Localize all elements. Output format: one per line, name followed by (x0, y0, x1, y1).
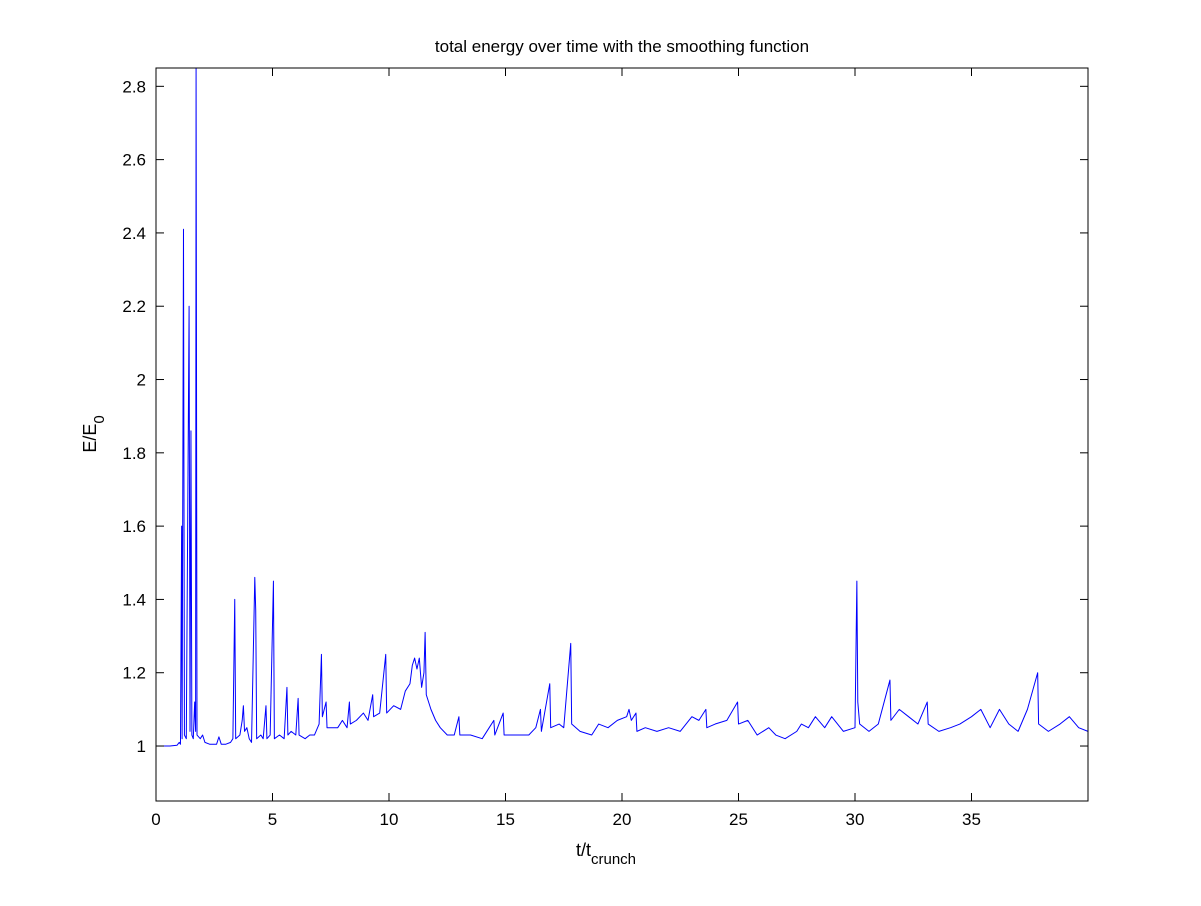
x-axis-label: t/tcrunch (576, 840, 636, 868)
y-tick-label: 2 (137, 371, 146, 390)
x-tick-label: 30 (846, 810, 865, 829)
y-tick-label: 1.8 (122, 444, 146, 463)
x-tick-label: 0 (151, 810, 160, 829)
y-tick-label: 1.4 (122, 590, 146, 609)
y-tick-label: 2.8 (122, 77, 146, 96)
y-axis-label-sub: 0 (91, 415, 108, 423)
y-tick-label: 1 (137, 737, 146, 756)
y-tick-label: 2.2 (122, 297, 146, 316)
x-tick-label: 10 (380, 810, 399, 829)
y-tick-label: 1.6 (122, 517, 146, 536)
x-axis-label-main: t/t (576, 840, 591, 860)
ticks-layer: 0 5 10 15 20 25 30 35 1 1.2 1.4 1.6 1.8 2 2.2 2.4 2.6 2.8 (122, 68, 1088, 829)
y-axis-label: E/E0 (80, 415, 108, 452)
series-layer (156, 67, 1089, 747)
x-tick-label: 35 (962, 810, 981, 829)
y-tick-label: 2.4 (122, 224, 146, 243)
x-tick-label: 20 (613, 810, 632, 829)
x-tick-label: 15 (496, 810, 515, 829)
series-line (156, 67, 1089, 747)
chart-title: total energy over time with the smoothin… (435, 37, 809, 56)
y-tick-label: 2.6 (122, 151, 146, 170)
x-axis-label-sub: crunch (591, 851, 636, 868)
y-tick-label: 1.2 (122, 664, 146, 683)
x-tick-label: 5 (268, 810, 277, 829)
axes-box (155, 67, 1089, 802)
plot-area (156, 68, 1088, 801)
y-axis-label-main: E/E (80, 424, 100, 453)
x-tick-label: 25 (729, 810, 748, 829)
